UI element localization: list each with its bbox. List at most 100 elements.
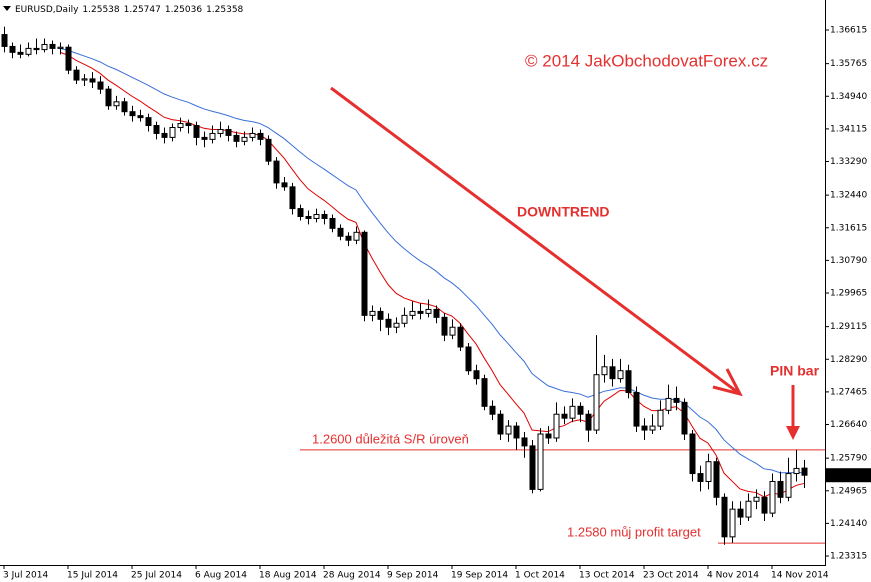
candle-body [641, 425, 648, 431]
y-tick-label: 1.26640 [830, 420, 867, 430]
candle-body [137, 115, 144, 119]
header-high: 1.25747 [124, 5, 161, 15]
menu-triangle[interactable] [3, 6, 11, 11]
candle-body [417, 310, 424, 314]
candle-body [785, 473, 792, 498]
candle-body [249, 132, 256, 138]
x-tick-label: 6 Aug 2014 [195, 571, 247, 581]
x-tick-label: 3 Jul 2014 [3, 571, 48, 581]
candle-body [497, 413, 504, 435]
candle-body [585, 413, 592, 431]
candle-body [673, 397, 680, 403]
y-tick-label: 1.33290 [830, 157, 867, 167]
y-tick-label: 1.36615 [830, 26, 867, 36]
candle-body [441, 316, 448, 336]
candle-body [313, 214, 320, 219]
candle-body [337, 227, 344, 237]
y-tick-label: 1.29965 [830, 289, 867, 299]
candle-body [481, 378, 488, 407]
candle-body [729, 508, 736, 538]
candle-body [329, 217, 336, 229]
candle-body [345, 235, 352, 241]
candle-body [609, 366, 616, 380]
candle-body [793, 467, 800, 475]
candle-body [305, 215, 312, 219]
candle-body [681, 401, 688, 435]
candle-body [1, 34, 8, 47]
candle-body [177, 123, 184, 129]
candle-body [385, 318, 392, 328]
candle-body [241, 136, 248, 142]
symbol: EURUSD,Daily [15, 5, 79, 15]
candle-body [425, 308, 432, 314]
y-tick-label: 1.24140 [830, 519, 867, 529]
candle-body [9, 45, 16, 53]
x-tick-label: 23 Oct 2014 [643, 571, 699, 581]
candle-body [297, 208, 304, 217]
x-tick-label: 14 Nov 2014 [771, 571, 829, 581]
candle-body [185, 123, 192, 127]
candle-body [33, 47, 40, 51]
level-label: 1.2600 důležitá S/R úroveň [312, 431, 469, 446]
candle-body [409, 310, 416, 316]
candle-body [377, 310, 384, 320]
candle-body [25, 47, 32, 55]
candle-body [257, 132, 264, 140]
candle-body [473, 370, 480, 380]
x-tick-label: 13 Oct 2014 [579, 571, 635, 581]
candle-body [737, 508, 744, 518]
x-tick-label: 18 Aug 2014 [259, 571, 317, 581]
candle-body [49, 43, 56, 49]
candle-body [561, 413, 568, 419]
header-low: 1.25036 [165, 5, 202, 15]
candle-body [217, 128, 224, 134]
candle-body [753, 496, 760, 502]
candle-body [41, 43, 48, 51]
moving-average [59, 51, 805, 498]
candle-body [281, 182, 288, 188]
candle-body [193, 125, 200, 138]
candle-body [633, 391, 640, 427]
copyright: © 2014 JakObchodovatForex.cz [525, 51, 768, 70]
candle-body [201, 136, 208, 140]
candle-body [433, 308, 440, 318]
candle-body [265, 138, 272, 162]
x-tick-label: 1 Oct 2014 [515, 571, 565, 581]
y-tick-label: 1.27465 [830, 387, 867, 397]
candle-body [209, 132, 216, 140]
y-tick-label: 1.34115 [830, 124, 867, 134]
candle-body [289, 186, 296, 210]
candle-body [105, 88, 112, 107]
candle-body [457, 326, 464, 348]
candle-body [65, 46, 72, 71]
candle-body [537, 433, 544, 490]
x-tick-label: 25 Jul 2014 [131, 571, 182, 581]
candle-body [665, 397, 672, 411]
candle-body [113, 101, 120, 107]
candle-body [401, 314, 408, 324]
downtrend-label: DOWNTREND [517, 204, 610, 220]
x-tick-label: 4 Nov 2014 [707, 571, 759, 581]
candle-body [649, 425, 656, 431]
candle-body [777, 480, 784, 498]
candle-body [505, 425, 512, 435]
candle-body [513, 425, 520, 439]
pin-bar-label: PIN bar [770, 363, 820, 379]
candle-body [465, 346, 472, 372]
candle-body [169, 127, 176, 138]
header-open: 1.25538 [82, 5, 119, 15]
downtrend-arrow [330, 86, 743, 397]
pin-bar-arrow [786, 385, 800, 440]
y-tick-label: 1.30790 [830, 256, 867, 266]
y-tick-label: 1.35765 [830, 59, 867, 69]
candle-body [657, 409, 664, 427]
candle-body [393, 322, 400, 328]
candle-body [601, 366, 608, 376]
candle-body [361, 231, 368, 316]
current-price-box [826, 468, 871, 483]
candle-body [97, 81, 104, 90]
candle-body [721, 496, 728, 538]
candle-body [769, 480, 776, 514]
